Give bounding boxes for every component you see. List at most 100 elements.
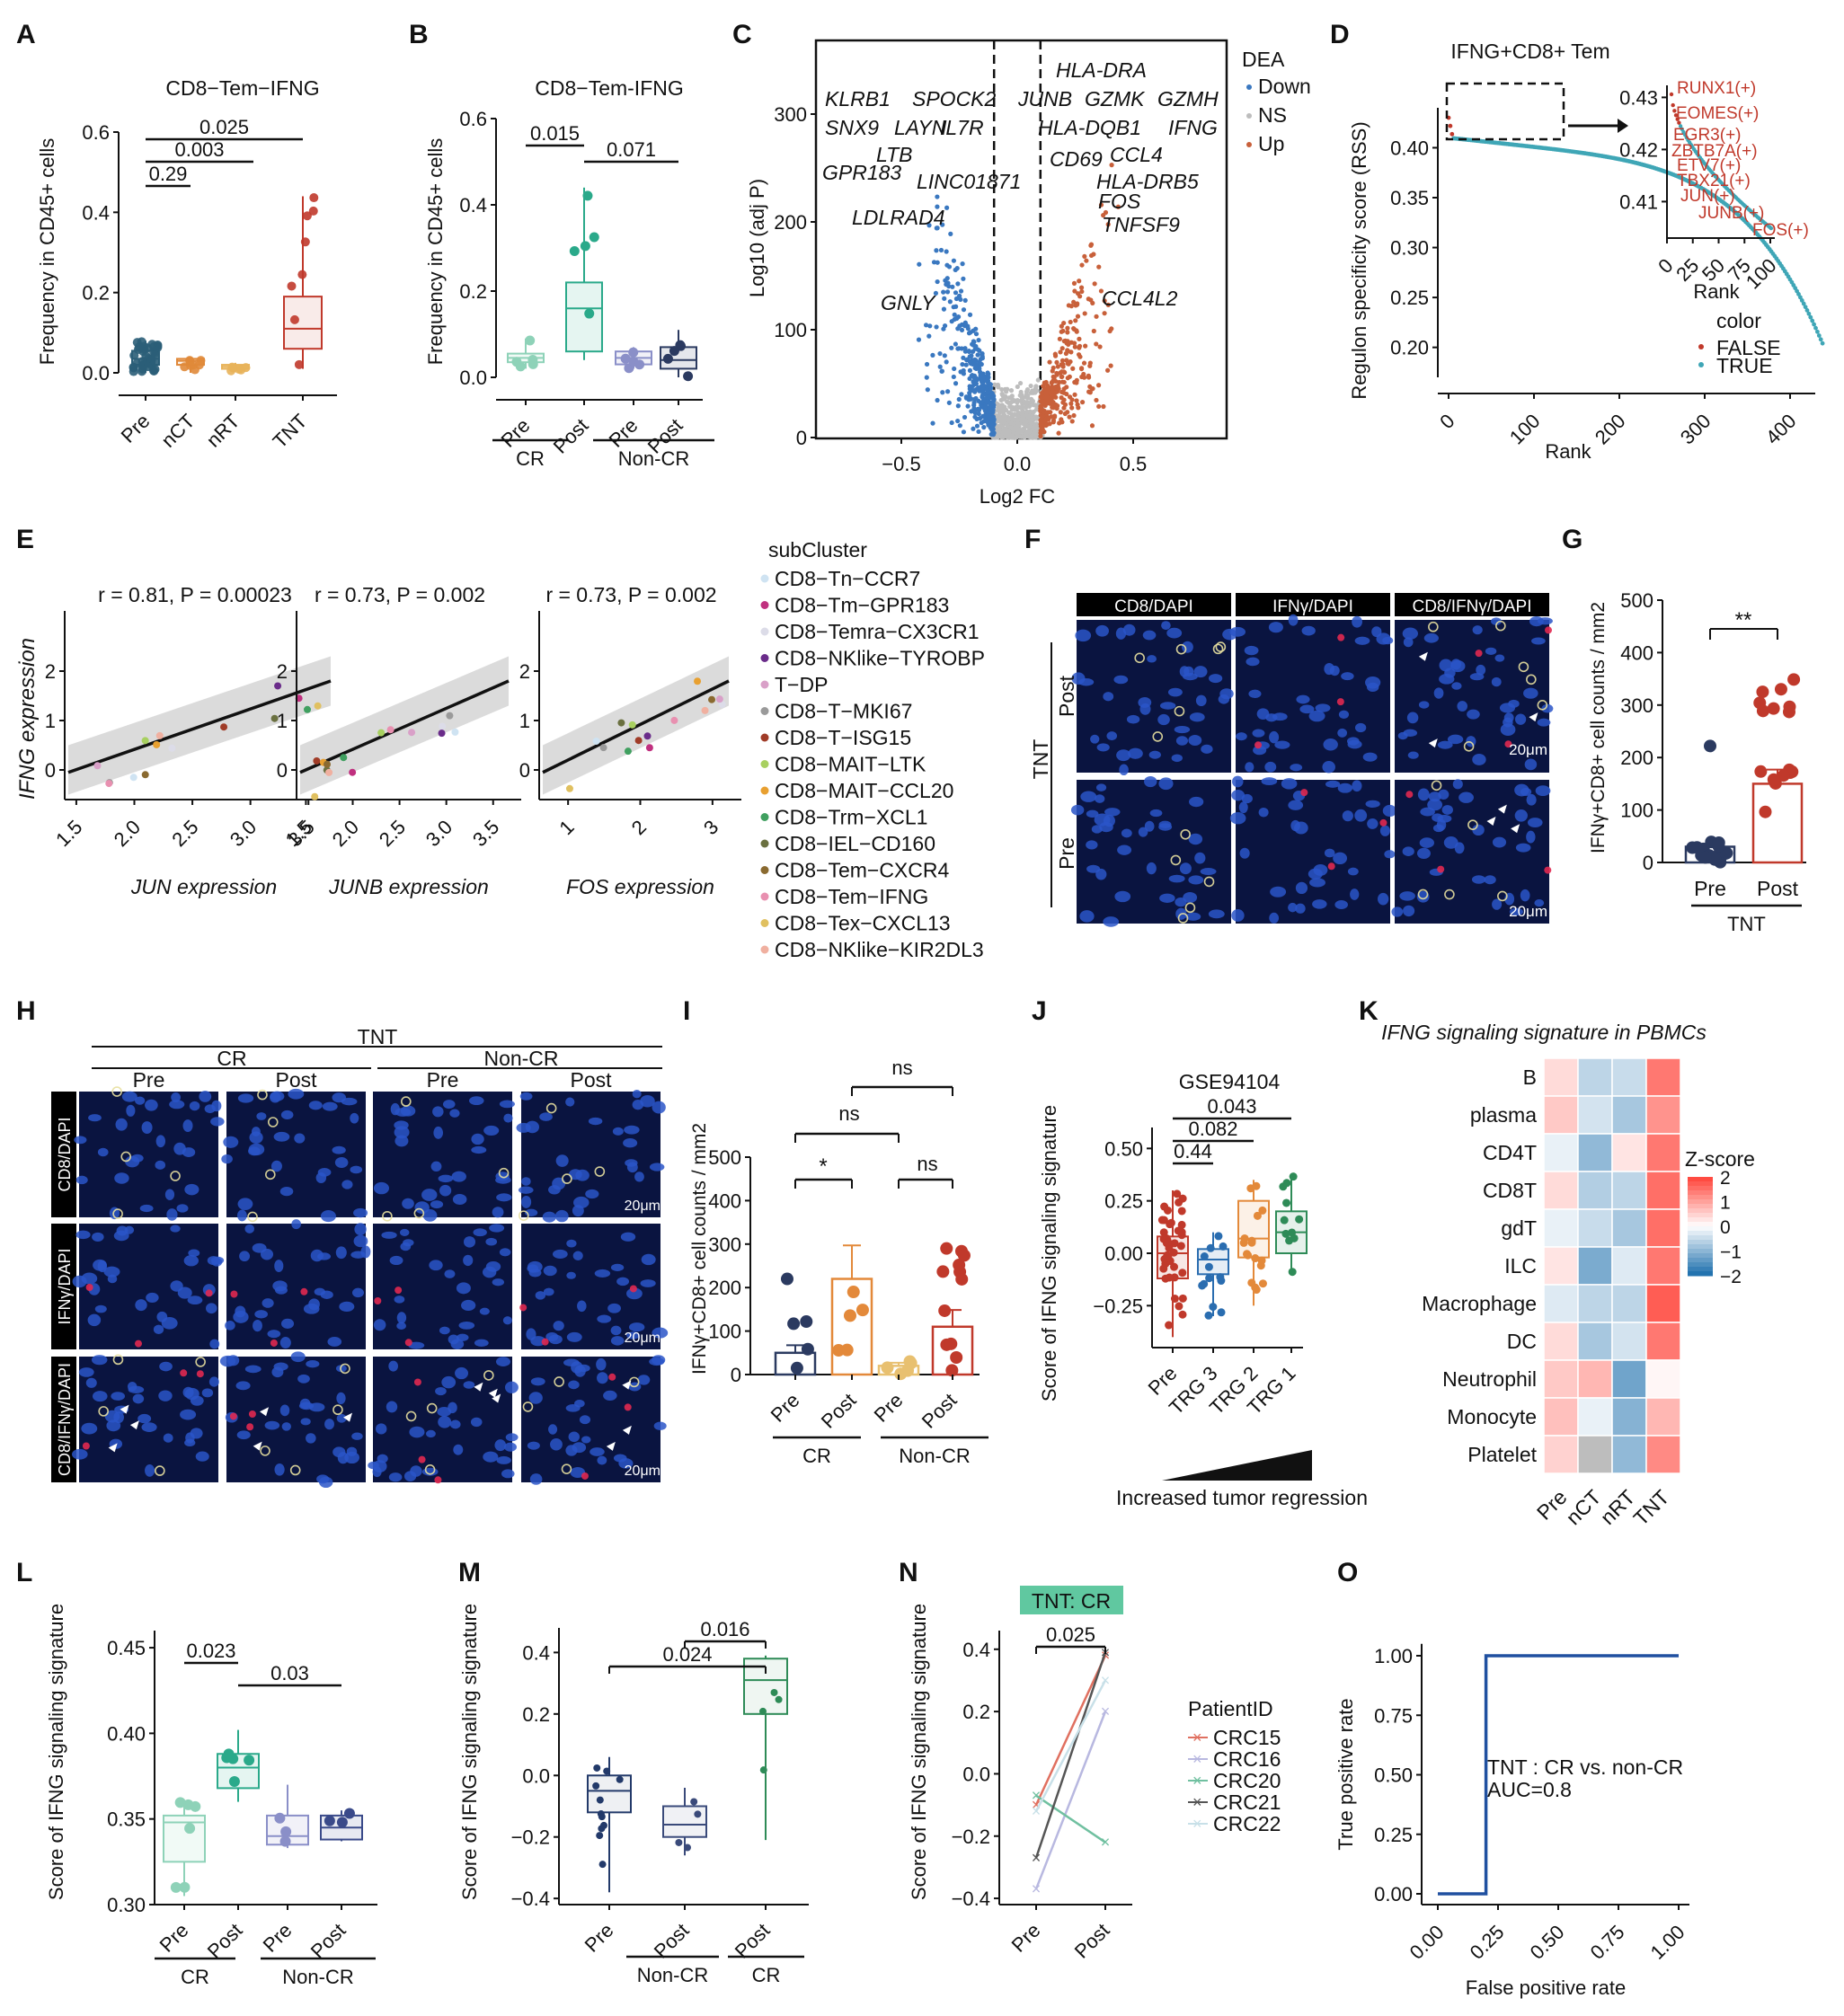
nucleus <box>334 1156 349 1169</box>
heatmap-cell <box>1645 1095 1681 1135</box>
down-point <box>991 417 997 422</box>
nucleus <box>206 1303 217 1314</box>
patient-marker: × <box>1032 1802 1042 1820</box>
nucleus <box>1075 629 1092 642</box>
y-axis-label: IFNγ+CD8+ cell counts / mm2 <box>689 1123 710 1375</box>
nucleus <box>281 1422 291 1431</box>
cluster-point <box>701 706 709 714</box>
nucleus <box>124 1225 135 1234</box>
cluster-point <box>715 695 723 703</box>
up-point <box>1088 297 1094 303</box>
nucleus <box>372 1466 382 1478</box>
nucleus <box>1128 747 1143 759</box>
y-tick-label: 0.2 <box>962 1701 990 1723</box>
nucleus <box>458 1322 475 1330</box>
regression-line <box>67 679 332 774</box>
nucleus <box>1322 761 1335 774</box>
ns-point <box>992 382 997 387</box>
nucleus <box>652 1101 666 1114</box>
p-value: 0.024 <box>662 1643 712 1666</box>
up-point <box>1068 319 1073 325</box>
up-point <box>1050 368 1055 374</box>
x-tick-label: nRT <box>202 410 244 452</box>
side-label: TNT <box>1029 739 1052 780</box>
panel-letter: G <box>1562 525 1582 554</box>
nucleus <box>426 1429 436 1438</box>
data-point <box>1253 1211 1262 1220</box>
down-point <box>974 423 980 429</box>
cluster-point <box>592 737 600 745</box>
ns-point <box>1015 424 1020 429</box>
nucleus <box>126 1104 136 1117</box>
legend-label: CD8−T−ISG15 <box>775 726 911 749</box>
nucleus <box>438 1174 454 1183</box>
tile-h <box>373 1092 515 1222</box>
gene-label-up: CD69 <box>1050 147 1103 171</box>
nucleus <box>579 1415 591 1425</box>
nucleus <box>377 1454 388 1463</box>
down-point <box>973 366 979 371</box>
row-label: CD8/DAPI <box>56 1117 74 1191</box>
nucleus <box>72 1275 87 1288</box>
y-tick-label: −0.4 <box>952 1888 990 1910</box>
nucleus <box>1515 713 1527 725</box>
nucleus <box>336 1392 346 1405</box>
up-point <box>1040 413 1045 419</box>
nucleus <box>437 1406 452 1417</box>
y-tick-label: 500 <box>1620 589 1653 612</box>
nucleus <box>1500 723 1516 736</box>
legend-dot <box>760 813 769 821</box>
ifng-cell <box>418 1455 426 1463</box>
panel-letter: K <box>1359 996 1379 1026</box>
down-point <box>959 322 965 327</box>
nucleus <box>1264 761 1277 773</box>
y-tick-label: 400 <box>1620 641 1653 664</box>
nucleus <box>297 1374 310 1384</box>
cluster-point <box>628 721 636 729</box>
data-point <box>940 1242 953 1255</box>
nucleus <box>1333 852 1348 865</box>
tile-pre-ifng <box>1229 775 1397 924</box>
legend-label: CD8−NKlike−KIR2DL3 <box>775 938 984 961</box>
nucleus <box>1402 846 1414 856</box>
data-point <box>770 1688 778 1696</box>
header-bar <box>1395 593 1549 616</box>
cluster-point <box>645 744 653 752</box>
data-point <box>1251 1254 1260 1263</box>
up-point <box>1065 325 1070 331</box>
ns-point <box>1002 395 1007 401</box>
y-tick-label: 0.4 <box>459 194 487 217</box>
colorbar-step <box>1688 1262 1713 1268</box>
ns-point <box>1024 423 1030 429</box>
up-point <box>1059 395 1064 401</box>
nucleus <box>1269 912 1280 924</box>
row-label: DC <box>1507 1330 1537 1353</box>
data-point <box>1295 1215 1304 1224</box>
y-tick-label: 0.0 <box>522 1764 550 1787</box>
nucleus <box>1229 626 1246 637</box>
down-point <box>971 379 976 385</box>
panel-title: IFNG signaling signature in PBMCs <box>1381 1021 1707 1044</box>
up-point <box>1102 311 1107 316</box>
y-tick-label: 0.2 <box>459 280 487 303</box>
tile-h <box>225 1219 371 1349</box>
down-point <box>957 423 962 429</box>
heatmap-cell <box>1543 1171 1579 1210</box>
x-tick-label: Pre <box>497 414 535 452</box>
x-tick-label: 0.75 <box>1586 1921 1629 1964</box>
ns-point <box>1008 400 1014 405</box>
legend-label: TRUE <box>1716 354 1773 377</box>
nucleus <box>1113 675 1129 685</box>
nucleus <box>1472 625 1483 635</box>
cluster-point <box>599 744 607 752</box>
legend-label: CD8−Tem−IFNG <box>775 885 928 908</box>
data-point <box>1282 1198 1291 1207</box>
down-point <box>934 324 939 330</box>
cluster-point <box>438 729 446 738</box>
nucleus <box>92 1232 104 1242</box>
nucleus <box>146 1292 159 1303</box>
data-point <box>953 1259 966 1272</box>
nucleus <box>1183 891 1198 903</box>
heatmap-cell <box>1645 1057 1681 1097</box>
y-tick-label: 0 <box>277 759 288 782</box>
